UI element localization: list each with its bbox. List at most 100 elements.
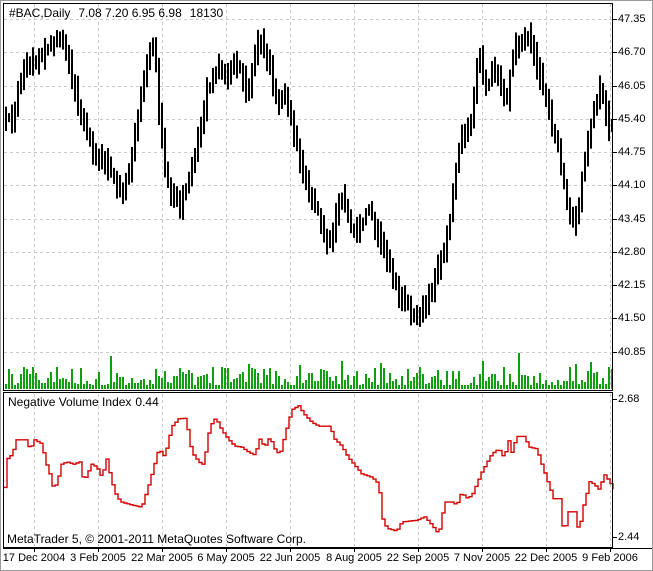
volume-bar (548, 385, 550, 389)
volume-bar (77, 384, 79, 389)
price-bar (545, 83, 547, 107)
volume-bar (50, 372, 52, 389)
price-bar (551, 99, 553, 137)
volume-bar (314, 381, 316, 389)
volume-bar (269, 368, 271, 389)
volume-bar (395, 379, 397, 389)
price-bar (482, 45, 484, 85)
volume-bar (107, 384, 109, 389)
price-bar (62, 29, 64, 50)
volume-bar (122, 377, 124, 389)
volume-bar (524, 375, 526, 389)
volume-bar (485, 381, 487, 389)
price-bar (197, 126, 199, 162)
volume-bar (608, 367, 610, 389)
volume-bar (134, 383, 136, 389)
price-bar (104, 151, 106, 175)
volume-bar (245, 382, 247, 389)
volume-bar (233, 379, 235, 389)
price-bar (311, 187, 313, 210)
price-bar (266, 43, 268, 72)
volume-bar (410, 381, 412, 389)
price-bar (167, 161, 169, 188)
volume-bar (416, 373, 418, 389)
volume-bar (587, 371, 589, 389)
volume-bar (458, 371, 460, 389)
indicator-panel[interactable] (3, 392, 613, 548)
price-bar (473, 86, 475, 129)
volume-bar (386, 383, 388, 389)
volume-bar (602, 378, 604, 389)
price-bar (317, 201, 319, 216)
price-bar (416, 305, 418, 326)
price-tick-label: 41.50 (618, 312, 646, 324)
price-bar (224, 63, 226, 85)
volume-bar (272, 384, 274, 389)
price-bar (98, 148, 100, 171)
price-bar (242, 63, 244, 92)
price-bar (431, 282, 433, 303)
price-tick-label: 46.70 (618, 46, 646, 58)
volume-bar (413, 377, 415, 389)
price-bar (245, 65, 247, 103)
price-bar (440, 250, 442, 280)
price-bar (170, 177, 172, 206)
indicator-tick-label: 2.44 (618, 531, 640, 543)
volume-bar (302, 383, 304, 389)
price-bar (608, 100, 610, 142)
price-bar (122, 182, 124, 205)
price-bar (398, 275, 400, 309)
price-bar (278, 89, 280, 116)
price-bar (569, 197, 571, 225)
price-bar (494, 56, 496, 83)
volume-bar (209, 383, 211, 389)
volume-bar (215, 385, 217, 389)
volume-bar (566, 381, 568, 389)
price-bar (29, 56, 31, 76)
volume-bar (95, 379, 97, 389)
volume-bar (374, 368, 376, 389)
price-bar (89, 127, 91, 147)
price-bar (275, 78, 277, 105)
date-tick-label: 9 Feb 2006 (582, 552, 638, 564)
price-bar (410, 295, 412, 326)
volume-bar (575, 364, 577, 389)
date-tick-label: 7 Nov 2005 (453, 552, 511, 564)
price-bar (185, 183, 187, 201)
volume-bar (92, 385, 94, 389)
volume-bar (488, 377, 490, 389)
volume-bar (146, 385, 148, 389)
price-bar (269, 49, 271, 76)
volume-bar (545, 380, 547, 389)
volume-bar (119, 377, 121, 389)
price-bar (365, 208, 367, 226)
price-bar (68, 44, 70, 75)
price-bar (485, 69, 487, 96)
volume-bar (464, 385, 466, 389)
price-bar (260, 34, 262, 55)
volume-bar (8, 369, 10, 389)
price-bar (182, 184, 184, 220)
price-bar (452, 183, 454, 223)
volume-bar (335, 376, 337, 389)
volume-bar (125, 385, 127, 389)
price-bar (308, 170, 310, 203)
volume-bar (164, 371, 166, 389)
price-chart-panel[interactable] (3, 3, 613, 391)
volume-bar (398, 385, 400, 389)
volume-bar (11, 374, 13, 389)
volume-bar (170, 383, 172, 389)
price-bar (302, 149, 304, 184)
price-bar (599, 75, 601, 110)
volume-bar (155, 369, 157, 389)
volume-bar (317, 381, 319, 389)
volume-bar (149, 380, 151, 389)
volume-bar (368, 378, 370, 389)
price-bar (146, 54, 148, 88)
volume-bar (491, 374, 493, 389)
price-bar (356, 216, 358, 243)
price-tick-label: 43.45 (618, 213, 646, 225)
indicator-title: Negative Volume Index 0.44 (8, 395, 163, 409)
price-bar (422, 295, 424, 323)
